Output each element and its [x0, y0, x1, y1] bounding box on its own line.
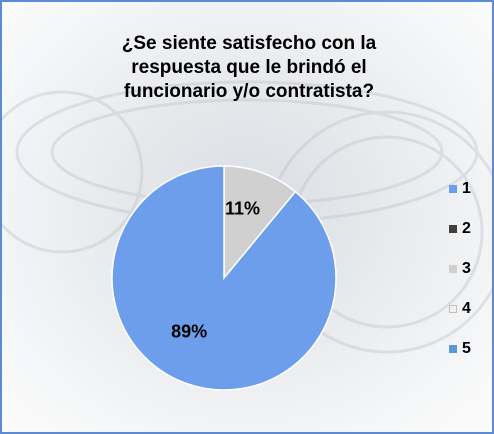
data-label-3: 11%: [225, 198, 260, 218]
legend-item-4: 4: [449, 299, 489, 318]
legend-item-3: 3: [449, 259, 489, 278]
legend-item-1: 1: [449, 179, 489, 198]
legend-swatch-5: [449, 345, 457, 353]
pie-slice-3: [223, 165, 297, 281]
legend-label-2: 2: [462, 220, 471, 237]
legend-label-4: 4: [462, 300, 471, 317]
pie-slice-1: [111, 165, 337, 391]
legend-item-2: 2: [449, 219, 489, 238]
chart-title-line-2: respuesta que le brindó el: [131, 57, 367, 78]
legend: 1 2 3 4 5: [449, 179, 489, 379]
chart-title: ¿Se siente satisfecho con la respuesta q…: [42, 32, 456, 104]
chart-title-line-3: funcionario y/o contratista?: [123, 81, 375, 102]
legend-label-3: 3: [462, 260, 471, 277]
legend-label-5: 5: [462, 340, 471, 357]
legend-swatch-1: [449, 185, 457, 193]
legend-label-1: 1: [462, 180, 471, 197]
data-label-1: 89%: [171, 322, 207, 342]
legend-swatch-2: [449, 225, 457, 233]
legend-swatch-3: [449, 265, 457, 273]
legend-item-5: 5: [449, 339, 489, 358]
chart-title-line-1: ¿Se siente satisfecho con la: [121, 33, 377, 54]
legend-swatch-4: [449, 305, 457, 313]
